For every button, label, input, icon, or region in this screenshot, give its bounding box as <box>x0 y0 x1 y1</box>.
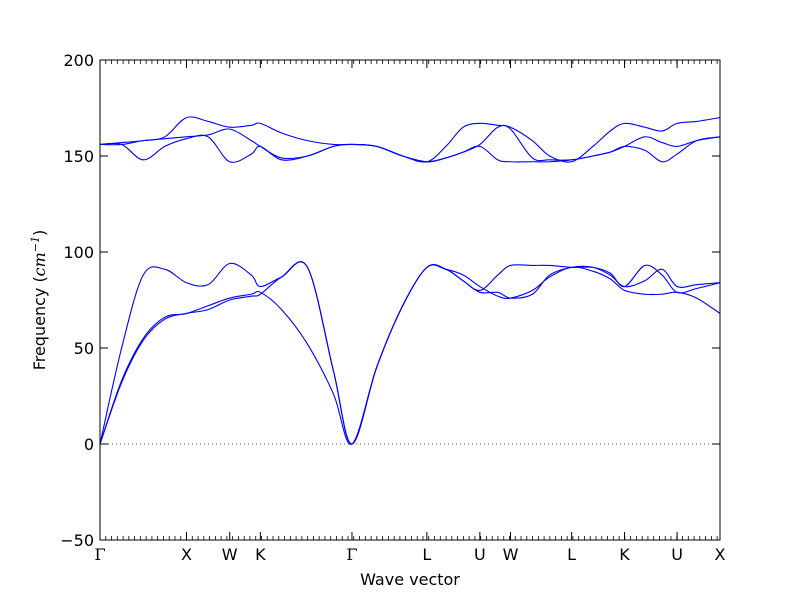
x-tick-label: K <box>619 545 630 564</box>
y-tick-label: −50 <box>60 531 94 550</box>
y-tick-label: 100 <box>63 243 94 262</box>
branch-line-6 <box>99 116 721 163</box>
minor-ticks <box>99 60 718 540</box>
y-tick-label: 0 <box>84 435 94 454</box>
branch-line-3 <box>99 261 721 445</box>
y-tick-label: 50 <box>74 339 94 358</box>
plot-area <box>100 60 720 540</box>
x-tick-label: U <box>671 545 683 564</box>
x-tick-label: W <box>222 545 238 564</box>
dispersion-branches <box>99 116 721 445</box>
x-tick-label: X <box>181 545 192 564</box>
x-tick-label: Γ <box>94 545 105 564</box>
y-tick-label: 150 <box>63 147 94 166</box>
y-axis-ticks: −50 0 50 100 150 200 <box>60 51 720 550</box>
branch-line-5 <box>99 128 721 163</box>
x-tick-label: X <box>715 545 726 564</box>
plot-frame <box>99 59 721 541</box>
x-axis-label: Wave vector <box>360 570 460 589</box>
x-tick-label: K <box>255 545 266 564</box>
x-tick-label: Γ <box>346 545 357 564</box>
x-tick-label: L <box>422 545 431 564</box>
y-tick-label: 200 <box>63 51 94 70</box>
x-tick-label: U <box>474 545 486 564</box>
x-tick-label: L <box>567 545 576 564</box>
y-axis-label: Frequency (cm−1) <box>29 230 49 371</box>
x-tick-label: W <box>503 545 519 564</box>
